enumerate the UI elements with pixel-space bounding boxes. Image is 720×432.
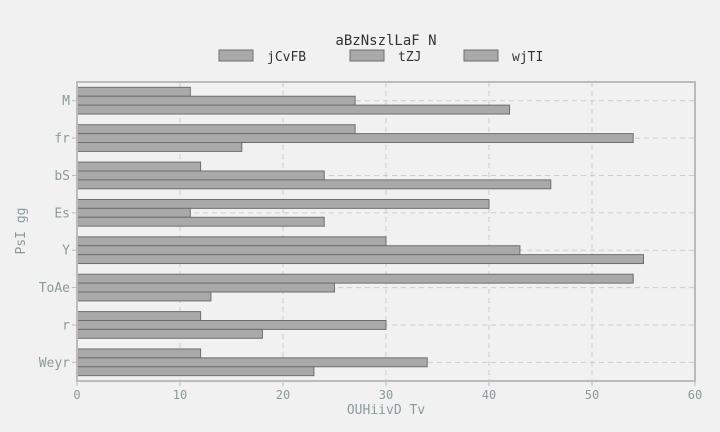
bar-r-jCvFB: [76, 311, 202, 321]
bar-fr-jCvFB: [76, 124, 356, 135]
x-axis-label: OUHiivD Tv: [347, 403, 425, 418]
bar-r-tZJ: [76, 319, 387, 330]
x-tick-label: 0: [73, 388, 80, 402]
bar-M-wjTI: [76, 104, 511, 115]
bar-fr-wjTI: [76, 142, 243, 152]
legend-swatch-wjTI: [463, 49, 499, 62]
y-tick-label: Y: [62, 244, 70, 259]
legend-label-wjTI: wjTI: [512, 50, 543, 65]
y-tick-label: M: [62, 94, 70, 109]
legend-swatch-jCvFB: [218, 49, 254, 62]
x-tick-label: 20: [276, 388, 290, 402]
y-tick-label: Weyr: [39, 356, 70, 371]
x-tick-label: 10: [173, 388, 187, 402]
bar-r-wjTI: [76, 328, 263, 339]
bar-Es-jCvFB: [76, 198, 490, 209]
bar-M-jCvFB: [76, 86, 191, 97]
legend-label-tZJ: tZJ: [398, 50, 421, 65]
x-tick-label: 40: [482, 388, 496, 402]
x-tick-label: 60: [688, 388, 702, 402]
bar-bS-tZJ: [76, 170, 325, 181]
bar-M-tZJ: [76, 95, 356, 106]
bar-bS-jCvFB: [76, 161, 202, 172]
bar-Weyr-jCvFB: [76, 348, 202, 359]
bar-ToAe-jCvFB: [76, 273, 634, 284]
bar-Weyr-wjTI: [76, 366, 315, 377]
bar-Es-wjTI: [76, 216, 325, 227]
legend: jCvFB tZJ wjTI: [218, 49, 543, 65]
bar-ToAe-wjTI: [76, 291, 212, 302]
bar-Y-tZJ: [76, 245, 521, 256]
legend-label-jCvFB: jCvFB: [267, 50, 306, 65]
bar-ToAe-tZJ: [76, 282, 335, 293]
bar-Y-wjTI: [76, 254, 644, 265]
bar-fr-tZJ: [76, 133, 634, 144]
y-axis-ticks: Mfr bS Es Y ToAe r Weyr: [39, 94, 77, 371]
bars: [76, 86, 644, 377]
bar-Weyr-tZJ: [76, 357, 428, 368]
x-tick-label: 30: [379, 388, 393, 402]
bar-bS-wjTI: [76, 179, 552, 190]
bar-Y-jCvFB: [76, 236, 387, 247]
y-tick-label: ToAe: [39, 281, 70, 296]
legend-swatch-tZJ: [349, 49, 385, 62]
x-tick-label: 50: [585, 388, 599, 402]
y-tick-label: bS: [54, 169, 70, 184]
y-tick-label: fr: [54, 132, 70, 147]
y-tick-label: r: [62, 318, 70, 333]
y-tick-label: Es: [54, 206, 70, 221]
y-axis-label: PsI gg: [14, 208, 29, 255]
bar-Es-tZJ: [76, 207, 191, 218]
chart-title: aBzNszlLaF N: [335, 33, 436, 49]
x-axis-ticks: 0 10 20 30 40 50 60: [73, 381, 702, 402]
